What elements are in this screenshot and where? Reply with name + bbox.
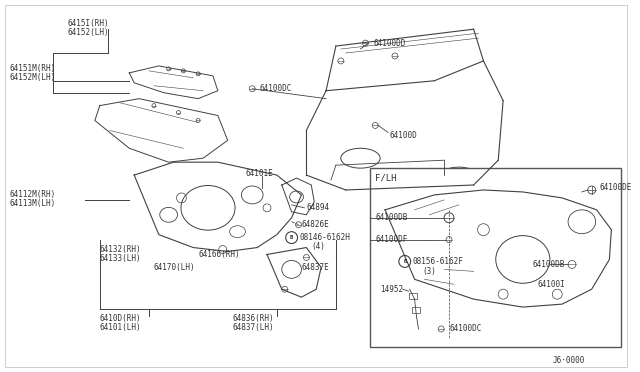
Text: 08146-6162H: 08146-6162H [300, 233, 350, 242]
Text: 64100DF: 64100DF [375, 235, 408, 244]
Text: 64112M(RH): 64112M(RH) [9, 190, 56, 199]
Text: 6410D(RH): 6410D(RH) [100, 314, 141, 324]
Text: (4): (4) [311, 242, 325, 251]
Text: 64100DB: 64100DB [375, 213, 408, 222]
Bar [412, 307, 419, 313]
Text: 64101(LH): 64101(LH) [100, 323, 141, 333]
Text: 64836(RH): 64836(RH) [232, 314, 274, 324]
Text: 64132(RH): 64132(RH) [100, 245, 141, 254]
Text: 64133(LH): 64133(LH) [100, 254, 141, 263]
Text: B: B [290, 235, 293, 240]
Text: 64152M(LH): 64152M(LH) [9, 73, 56, 82]
Text: 64100DC: 64100DC [449, 324, 481, 333]
Text: 64151M(RH): 64151M(RH) [9, 64, 56, 73]
Bar [409, 293, 417, 299]
Text: 64101E: 64101E [245, 169, 273, 177]
Text: F/LH: F/LH [375, 174, 397, 183]
Text: 64152(LH): 64152(LH) [67, 28, 109, 37]
Text: 64100DD: 64100DD [373, 39, 406, 48]
Text: 64100I: 64100I [538, 280, 565, 289]
Text: 64170(LH): 64170(LH) [154, 263, 195, 272]
Text: 64837(LH): 64837(LH) [232, 323, 274, 333]
Text: 64894: 64894 [307, 203, 330, 212]
Text: B: B [403, 259, 406, 264]
Text: 08156-6162F: 08156-6162F [413, 257, 463, 266]
Text: 64100D: 64100D [390, 131, 418, 140]
Text: 64100DC: 64100DC [259, 84, 292, 93]
Bar [371, 168, 621, 347]
Text: 14952: 14952 [380, 285, 403, 294]
Text: 64826E: 64826E [301, 220, 329, 229]
Text: 64100DE: 64100DE [600, 183, 632, 192]
Text: 64166(RH): 64166(RH) [198, 250, 240, 259]
Text: 64837E: 64837E [301, 263, 329, 272]
Text: 64113M(LH): 64113M(LH) [9, 199, 56, 208]
Text: (3): (3) [422, 267, 436, 276]
Text: 64100DB: 64100DB [532, 260, 565, 269]
Text: J6·0000: J6·0000 [552, 356, 585, 365]
Text: 6415I(RH): 6415I(RH) [67, 19, 109, 28]
